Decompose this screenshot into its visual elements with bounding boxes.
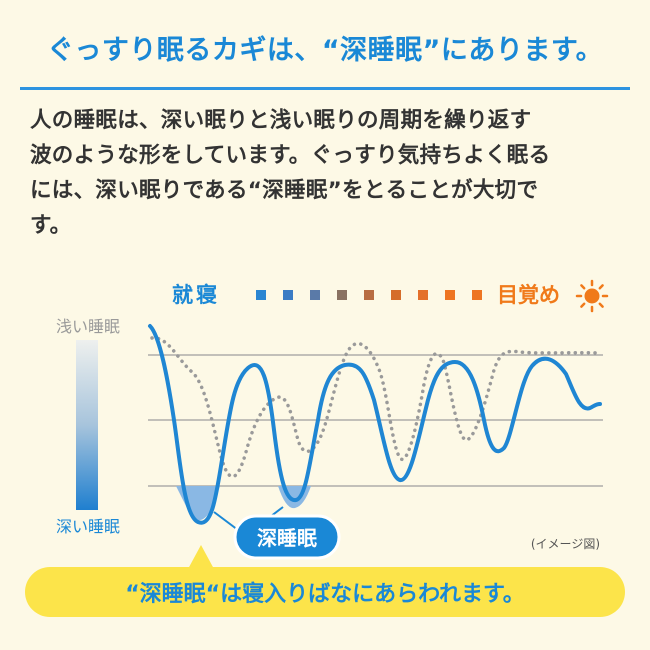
timeline-squares bbox=[256, 290, 482, 300]
bedtime-label: 就寝 bbox=[172, 283, 220, 307]
timeline-square bbox=[283, 290, 293, 300]
intro-line: す。 bbox=[30, 213, 72, 238]
sun-icon bbox=[575, 279, 609, 313]
timeline-square bbox=[391, 290, 401, 300]
callout-text: “深睡眠“は寝入りばなにあらわれます。 bbox=[125, 582, 525, 607]
light-sleep-label: 浅い睡眠 bbox=[56, 317, 120, 336]
intro-line: 波のような形をしています。ぐっすり気持ちよく眠る bbox=[30, 143, 551, 168]
intro-line: には、深い眠りである“深睡眠”をとることが大切で bbox=[30, 178, 539, 203]
dotted-sleep-wave bbox=[150, 336, 603, 479]
headline: ぐっすり眠るカギは、“深睡眠”にあります。 bbox=[46, 35, 604, 66]
deep-sleep-area bbox=[278, 486, 311, 509]
timeline-square bbox=[364, 290, 374, 300]
wake-label: 目覚め bbox=[497, 283, 560, 307]
solid-sleep-wave bbox=[148, 324, 602, 525]
timeline-square bbox=[445, 290, 455, 300]
callout-pointer bbox=[188, 545, 214, 569]
intro-line: 人の睡眠は、深い眠りと浅い眠りの周期を繰り返す bbox=[30, 108, 532, 133]
headline-divider bbox=[20, 87, 630, 90]
timeline-square bbox=[337, 290, 347, 300]
timeline-square bbox=[472, 290, 482, 300]
timeline-square bbox=[310, 290, 320, 300]
deep-sleep-label: 深い睡眠 bbox=[56, 517, 120, 536]
timeline-square bbox=[418, 290, 428, 300]
depth-gridlines bbox=[148, 354, 603, 487]
intro-paragraph: 人の睡眠は、深い眠りと浅い眠りの周期を繰り返す 波のような形をしています。ぐっす… bbox=[30, 103, 630, 243]
illustration-note: (イメージ図) bbox=[531, 537, 600, 551]
timeline-square bbox=[256, 290, 266, 300]
sleep-depth-gradient-bar bbox=[76, 340, 98, 510]
callout-banner: “深睡眠“は寝入りばなにあらわれます。 bbox=[25, 567, 625, 617]
deep-sleep-badge: 深睡眠 bbox=[213, 506, 341, 560]
deep-sleep-badge-label: 深睡眠 bbox=[257, 526, 317, 550]
crescent-moon-icon bbox=[158, 282, 170, 304]
